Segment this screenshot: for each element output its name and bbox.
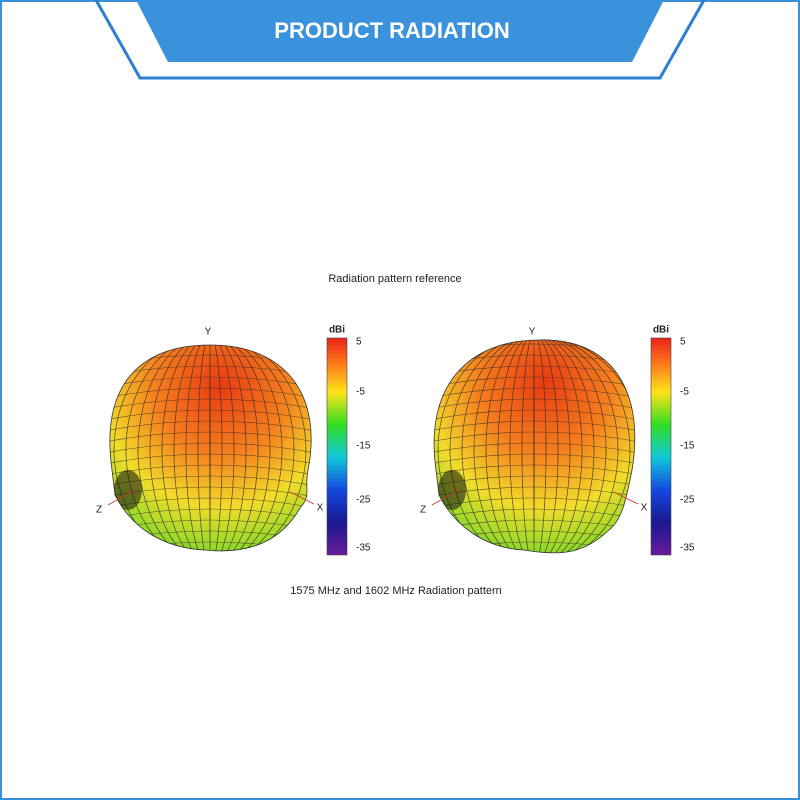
colorbar-tick: 5 bbox=[680, 337, 686, 348]
mesh-line bbox=[434, 442, 635, 456]
mesh-line bbox=[149, 345, 271, 551]
mesh-line bbox=[434, 552, 635, 553]
colorbar-unit: dBi bbox=[653, 325, 669, 336]
caption: Radiation pattern reference bbox=[328, 273, 461, 285]
axis-label: X bbox=[317, 503, 324, 514]
mesh-line bbox=[437, 339, 631, 553]
colorbar-unit: dBi bbox=[329, 325, 345, 336]
mesh-line bbox=[125, 345, 295, 551]
shadow bbox=[438, 470, 466, 510]
mesh-line bbox=[209, 345, 211, 551]
shadow bbox=[114, 470, 142, 510]
mesh-line bbox=[449, 339, 619, 553]
mesh-line bbox=[109, 398, 312, 412]
colorbar-tick: -35 bbox=[356, 543, 371, 554]
mesh-line bbox=[434, 387, 635, 401]
mesh-line bbox=[434, 420, 635, 434]
mesh-line bbox=[485, 339, 583, 553]
colorbar bbox=[650, 337, 672, 556]
mesh-line bbox=[109, 431, 312, 445]
axis-label: X bbox=[641, 503, 648, 514]
footer-caption: 1575 MHz and 1602 MHz Radiation pattern bbox=[290, 585, 502, 597]
colorbar-tick: -5 bbox=[356, 387, 365, 398]
mesh-line bbox=[497, 339, 571, 553]
mesh-line bbox=[473, 339, 595, 553]
axis-line bbox=[107, 489, 136, 506]
axis-label: Y bbox=[529, 327, 536, 338]
axis-label: Y bbox=[205, 327, 212, 338]
colorbar-tick: -25 bbox=[680, 495, 695, 506]
colorbar bbox=[326, 337, 348, 556]
colorbar-tick: -15 bbox=[680, 441, 695, 452]
mesh-line bbox=[137, 345, 283, 551]
mesh-line bbox=[109, 442, 312, 456]
axis-line bbox=[431, 489, 460, 506]
mesh-line bbox=[533, 339, 535, 553]
mesh-line bbox=[185, 345, 235, 551]
colorbar-tick: -25 bbox=[356, 495, 371, 506]
mesh-line bbox=[434, 431, 635, 445]
mesh-line bbox=[109, 387, 312, 401]
axis-label: Z bbox=[420, 505, 426, 516]
axis-label: Z bbox=[96, 505, 102, 516]
header-title: PRODUCT RADIATION bbox=[274, 18, 509, 43]
colorbar-tick: -5 bbox=[680, 387, 689, 398]
mesh-line bbox=[509, 339, 559, 553]
mesh-line bbox=[109, 453, 312, 467]
mesh-line bbox=[113, 345, 307, 551]
mesh-line bbox=[434, 409, 635, 423]
axis-line bbox=[613, 491, 639, 505]
colorbar-tick: 5 bbox=[356, 337, 362, 348]
mesh-line bbox=[461, 339, 607, 553]
mesh-line bbox=[434, 453, 635, 467]
mesh-line bbox=[197, 345, 223, 551]
mesh-line bbox=[161, 345, 259, 551]
mesh-line bbox=[173, 345, 247, 551]
mesh-line bbox=[109, 420, 312, 434]
mesh-line bbox=[109, 409, 312, 423]
colorbar-tick: -15 bbox=[356, 441, 371, 452]
axis-line bbox=[289, 491, 315, 505]
header-outline bbox=[94, 0, 706, 80]
mesh-line bbox=[95, 553, 325, 565]
header-tab bbox=[136, 0, 664, 62]
mesh-line bbox=[521, 339, 547, 553]
mesh-line bbox=[434, 398, 635, 412]
colorbar-tick: -35 bbox=[680, 543, 695, 554]
